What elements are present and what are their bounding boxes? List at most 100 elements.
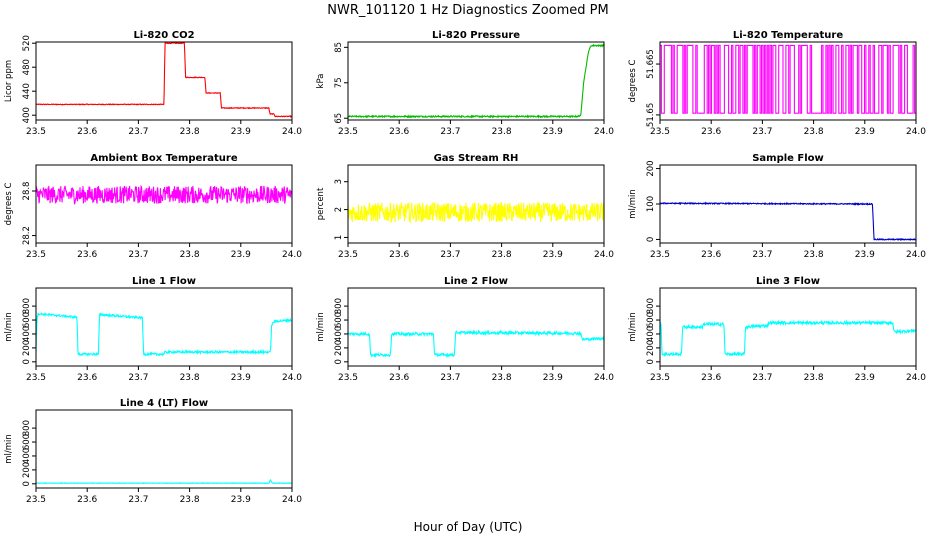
line-3-flow-x-tick-label: 23.8 — [804, 373, 824, 383]
ambient-box-temperature-y-tick-label: 28.2 — [22, 226, 32, 245]
li-820-temperature-y-axis-label: degrees C — [628, 60, 638, 103]
line-1-flow-x-tick-label: 23.8 — [180, 373, 200, 383]
panel-line-2-flow: Line 2 Flow 23.5 23.6 23.7 23.8 23.9 24.0 0 2004… — [316, 276, 614, 383]
line-3-flow-x-tick-label: 23.9 — [855, 373, 875, 383]
panel-li-820-co2: Li-820 CO2 23.5 23.6 23.7 23.8 23.9 24.0 400 440… — [4, 30, 302, 137]
li-820-co2-y-tick-label: 480 — [22, 59, 32, 75]
line-4-lt-flow-y-tick-label: 600 — [22, 434, 32, 450]
panel-line-1-flow: Line 1 Flow 23.5 23.6 23.7 23.8 23.9 24.0 0 2004… — [4, 276, 302, 383]
line-4-lt-flow-x-tick-label: 24.0 — [282, 495, 302, 505]
line-4-lt-flow-x-tick-label: 23.6 — [77, 495, 97, 505]
gas-stream-rh-series-line — [347, 201, 605, 224]
li-820-pressure-x-tick-label: 23.8 — [492, 127, 512, 137]
gas-stream-rh-x-tick-label: 23.7 — [440, 250, 460, 260]
line-4-lt-flow-y-tick-label: 0 — [22, 481, 32, 486]
line-4-lt-flow-x-tick-label: 23.7 — [128, 495, 148, 505]
sample-flow-y-tick-label: 200 — [646, 160, 656, 176]
li-820-co2-title: Li-820 CO2 — [133, 30, 194, 41]
line-1-flow-y-tick-label: 200 — [22, 340, 32, 356]
line-3-flow-y-tick-label: 600 — [646, 312, 656, 328]
ambient-box-temperature-x-tick-label: 23.5 — [26, 250, 46, 260]
li-820-co2-plot-frame — [35, 41, 293, 121]
line-2-flow-plot-frame — [347, 287, 605, 367]
ambient-box-temperature-x-tick-label: 23.7 — [128, 250, 148, 260]
line-2-flow-y-tick-label: 0 — [334, 359, 344, 364]
li-820-temperature-x-tick-label: 24.0 — [906, 127, 926, 137]
line-2-flow-y-tick-label: 800 — [334, 298, 344, 314]
li-820-pressure-series-line — [347, 43, 605, 119]
line-1-flow-y-tick-label: 800 — [22, 298, 32, 314]
line-2-flow-x-tick-label: 23.5 — [338, 373, 358, 383]
li-820-co2-y-tick-label: 520 — [22, 35, 32, 51]
line-1-flow-y-axis-label: ml/min — [4, 312, 14, 342]
li-820-temperature-x-tick-label: 23.9 — [855, 127, 875, 137]
ambient-box-temperature-x-tick-label: 24.0 — [282, 250, 302, 260]
li-820-co2-x-tick-label: 23.5 — [26, 127, 46, 137]
li-820-temperature-x-tick-label: 23.5 — [650, 127, 670, 137]
line-3-flow-x-tick-label: 23.5 — [650, 373, 670, 383]
line-4-lt-flow-x-tick-label: 23.5 — [26, 495, 46, 505]
li-820-co2-x-tick-label: 23.6 — [77, 127, 97, 137]
ambient-box-temperature-x-tick-label: 23.8 — [180, 250, 200, 260]
line-3-flow-x-tick-label: 23.7 — [752, 373, 772, 383]
panel-li-820-pressure: Li-820 Pressure 23.5 23.6 23.7 23.8 23.9 24.0 6… — [316, 30, 614, 137]
gas-stream-rh-x-tick-label: 23.6 — [389, 250, 409, 260]
li-820-pressure-y-tick-label: 75 — [334, 77, 344, 88]
li-820-pressure-x-tick-label: 23.5 — [338, 127, 358, 137]
ambient-box-temperature-series-line — [35, 184, 293, 205]
sample-flow-x-tick-label: 24.0 — [906, 250, 926, 260]
li-820-co2-x-tick-label: 23.8 — [180, 127, 200, 137]
line-2-flow-x-tick-label: 23.9 — [543, 373, 563, 383]
li-820-co2-x-tick-label: 24.0 — [282, 127, 302, 137]
line-2-flow-y-tick-label: 200 — [334, 340, 344, 356]
gas-stream-rh-y-tick-label: 2 — [334, 207, 344, 212]
li-820-pressure-plot-frame — [347, 41, 605, 121]
line-1-flow-y-tick-label: 400 — [22, 326, 32, 342]
li-820-pressure-y-tick-label: 65 — [334, 113, 344, 124]
line-2-flow-x-tick-label: 23.7 — [440, 373, 460, 383]
line-1-flow-x-tick-label: 23.6 — [77, 373, 97, 383]
li-820-co2-y-tick-label: 400 — [22, 107, 32, 123]
line-2-flow-title: Line 2 Flow — [444, 276, 508, 287]
line-4-lt-flow-y-tick-label: 200 — [22, 462, 32, 478]
line-3-flow-y-axis-label: ml/min — [628, 312, 638, 342]
line-4-lt-flow-y-tick-label: 400 — [22, 448, 32, 464]
li-820-co2-x-tick-label: 23.7 — [128, 127, 148, 137]
li-820-temperature-plot-frame — [659, 41, 917, 121]
line-2-flow-x-tick-label: 23.8 — [492, 373, 512, 383]
panel-li-820-temperature: Li-820 Temperature 23.5 23.6 23.7 23.8 23.9 24… — [628, 30, 926, 137]
sample-flow-series-line — [659, 201, 917, 241]
panel-line-3-flow: Line 3 Flow 23.5 23.6 23.7 23.8 23.9 24.0 0 2004… — [628, 276, 926, 383]
sample-flow-y-tick-label: 0 — [646, 237, 656, 242]
ambient-box-temperature-plot-frame — [35, 164, 293, 244]
line-1-flow-y-tick-label: 600 — [22, 312, 32, 328]
ambient-box-temperature-x-tick-label: 23.9 — [231, 250, 251, 260]
sample-flow-x-tick-label: 23.5 — [650, 250, 670, 260]
line-1-flow-x-tick-label: 24.0 — [282, 373, 302, 383]
line-3-flow-y-tick-label: 200 — [646, 340, 656, 356]
li-820-temperature-y-tick-label: 51.65 — [646, 103, 656, 127]
sample-flow-x-tick-label: 23.8 — [804, 250, 824, 260]
li-820-co2-series-line — [35, 41, 293, 118]
gas-stream-rh-title: Gas Stream RH — [434, 153, 519, 164]
line-4-lt-flow-y-axis-label: ml/min — [4, 434, 14, 464]
li-820-temperature-x-tick-label: 23.8 — [804, 127, 824, 137]
gas-stream-rh-plot-frame — [347, 164, 605, 244]
ambient-box-temperature-y-tick-label: 28.8 — [22, 182, 32, 201]
line-3-flow-plot-frame — [659, 287, 917, 367]
line-3-flow-y-tick-label: 400 — [646, 326, 656, 342]
li-820-temperature-x-tick-label: 23.6 — [701, 127, 721, 137]
panel-line-4-lt-flow: Line 4 (LT) Flow 23.5 23.6 23.7 23.8 23.9 24.0… — [4, 398, 302, 505]
line-4-lt-flow-series-line — [35, 479, 293, 485]
li-820-pressure-x-tick-label: 24.0 — [594, 127, 614, 137]
panel-sample-flow: Sample Flow 23.5 23.6 23.7 23.8 23.9 24.0 0 100 2… — [628, 153, 926, 260]
sample-flow-y-tick-label: 100 — [646, 196, 656, 212]
line-2-flow-series-line — [347, 329, 605, 358]
gas-stream-rh-y-axis-label: percent — [316, 187, 326, 220]
line-1-flow-plot-frame — [35, 287, 293, 367]
panel-ambient-box-temperature: Ambient Box Temperature 23.5 23.6 23.7 23.8 2… — [4, 153, 302, 260]
li-820-temperature-title: Li-820 Temperature — [733, 30, 843, 41]
line-4-lt-flow-x-tick-label: 23.9 — [231, 495, 251, 505]
sample-flow-x-tick-label: 23.9 — [855, 250, 875, 260]
